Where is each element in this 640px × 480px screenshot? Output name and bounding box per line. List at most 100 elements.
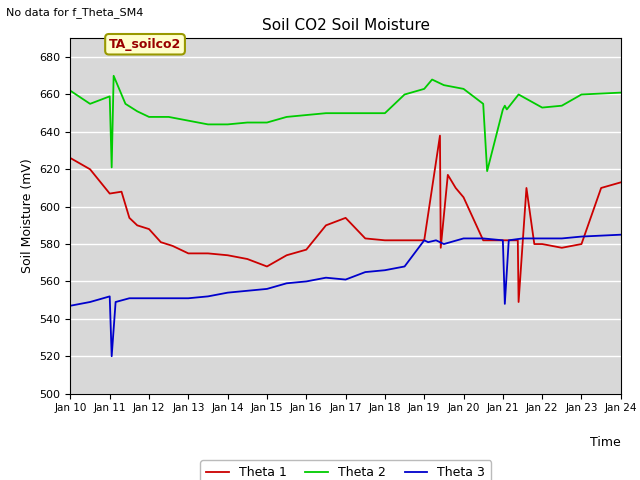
Theta 2 — [538, 105, 546, 110]
Theta 3 — [322, 275, 330, 281]
Theta 3 — [578, 234, 586, 240]
Theta 1 — [204, 251, 212, 256]
Theta 3 — [617, 232, 625, 238]
Theta 1 — [538, 241, 546, 247]
Theta 2 — [122, 101, 129, 107]
Theta 1 — [523, 185, 531, 191]
Theta 3 — [263, 286, 271, 292]
Theta 1 — [558, 245, 566, 251]
Theta 1 — [479, 238, 487, 243]
Theta 2 — [243, 120, 251, 125]
Theta 3 — [424, 240, 432, 245]
Theta 1 — [169, 243, 177, 249]
Theta 1 — [460, 194, 467, 200]
Theta 2 — [479, 101, 487, 107]
Theta 1 — [243, 256, 251, 262]
Theta 2 — [483, 168, 491, 174]
Theta 3 — [283, 280, 291, 286]
Theta 1 — [362, 236, 369, 241]
Theta 2 — [499, 107, 507, 112]
Theta 1 — [381, 238, 388, 243]
Theta 3 — [460, 236, 467, 241]
Theta 1 — [342, 215, 349, 221]
Theta 3 — [558, 236, 566, 241]
Theta 1 — [436, 133, 444, 139]
Theta 2 — [204, 121, 212, 127]
Theta 2 — [67, 88, 74, 94]
Theta 3 — [224, 290, 232, 296]
Theta 2 — [381, 110, 388, 116]
Theta 2 — [165, 114, 173, 120]
Theta 2 — [515, 92, 522, 97]
Theta 3 — [106, 293, 113, 299]
Theta 3 — [165, 295, 173, 301]
Theta 1 — [145, 226, 153, 232]
Theta 3 — [342, 276, 349, 282]
Theta 2 — [460, 86, 467, 92]
Theta 1 — [578, 241, 586, 247]
Theta 1 — [617, 180, 625, 185]
Theta 2 — [420, 86, 428, 92]
Theta 2 — [501, 103, 509, 108]
Theta 3 — [86, 299, 94, 305]
Theta 2 — [283, 114, 291, 120]
Theta 2 — [362, 110, 369, 116]
Theta 3 — [67, 303, 74, 309]
Theta 1 — [184, 251, 192, 256]
Theta 1 — [515, 299, 522, 305]
Theta 2 — [617, 90, 625, 96]
Theta 3 — [243, 288, 251, 294]
Legend: Theta 1, Theta 2, Theta 3: Theta 1, Theta 2, Theta 3 — [200, 460, 491, 480]
Line: Theta 2: Theta 2 — [70, 76, 621, 171]
Theta 3 — [204, 293, 212, 299]
Theta 1 — [67, 155, 74, 161]
Theta 3 — [108, 353, 116, 359]
Theta 2 — [133, 108, 141, 114]
Theta 1 — [499, 238, 507, 243]
Theta 3 — [479, 236, 487, 241]
Y-axis label: Soil Moisture (mV): Soil Moisture (mV) — [21, 158, 34, 274]
Text: TA_soilco2: TA_soilco2 — [109, 38, 181, 51]
Theta 1 — [322, 222, 330, 228]
Theta 3 — [362, 269, 369, 275]
Theta 1 — [283, 252, 291, 258]
Theta 2 — [224, 121, 232, 127]
Theta 2 — [322, 110, 330, 116]
Theta 2 — [428, 77, 436, 83]
Theta 2 — [578, 92, 586, 97]
Theta 2 — [108, 165, 116, 170]
Line: Theta 3: Theta 3 — [70, 235, 621, 356]
Theta 2 — [401, 92, 408, 97]
Theta 3 — [184, 295, 192, 301]
Theta 2 — [110, 73, 118, 79]
Theta 3 — [505, 238, 513, 243]
Theta 2 — [86, 101, 94, 107]
Theta 3 — [112, 299, 120, 305]
Theta 3 — [501, 301, 509, 307]
Theta 2 — [440, 82, 448, 88]
Theta 2 — [184, 118, 192, 123]
Theta 2 — [503, 107, 511, 112]
Theta 3 — [401, 264, 408, 269]
Theta 1 — [452, 185, 460, 191]
Theta 3 — [420, 238, 428, 243]
Theta 1 — [514, 238, 522, 243]
Theta 2 — [263, 120, 271, 125]
Theta 3 — [538, 236, 546, 241]
Theta 1 — [420, 238, 428, 243]
Theta 1 — [303, 247, 310, 252]
Theta 1 — [133, 222, 141, 228]
Line: Theta 1: Theta 1 — [70, 136, 621, 302]
Theta 3 — [499, 238, 507, 243]
Title: Soil CO2 Soil Moisture: Soil CO2 Soil Moisture — [262, 18, 429, 33]
Theta 1 — [118, 189, 125, 194]
Theta 3 — [518, 236, 526, 241]
Theta 2 — [342, 110, 349, 116]
Theta 1 — [263, 264, 271, 269]
Theta 1 — [437, 245, 445, 251]
Theta 1 — [597, 185, 605, 191]
Theta 1 — [224, 252, 232, 258]
Theta 1 — [157, 240, 164, 245]
Theta 1 — [86, 167, 94, 172]
Theta 3 — [303, 278, 310, 284]
